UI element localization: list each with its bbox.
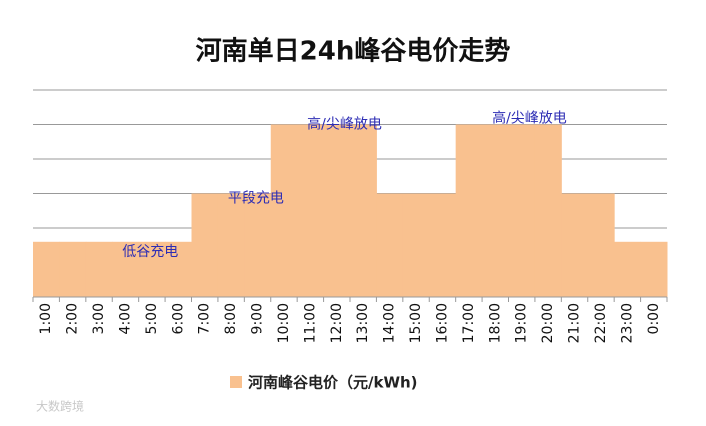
legend-swatch: [230, 376, 242, 388]
bar: [138, 241, 166, 297]
x-tick-label: 22:00: [593, 303, 609, 343]
x-tick-label: 4:00: [117, 303, 133, 334]
bar: [244, 193, 272, 297]
x-tick-label: 19:00: [514, 303, 530, 343]
annotation: 平段充电: [228, 191, 284, 207]
x-tick-label: 18:00: [487, 303, 503, 343]
bar: [270, 124, 298, 297]
chart-title: 河南单日24h峰谷电价走势: [196, 37, 511, 67]
bar: [165, 241, 192, 297]
x-tick-label: 1:00: [38, 303, 54, 334]
x-tick-label: 23:00: [619, 303, 635, 343]
x-tick-label: 11:00: [302, 303, 318, 343]
x-tick-label: 13:00: [355, 303, 371, 343]
bar: [561, 193, 589, 297]
x-tick-label: 15:00: [408, 303, 424, 343]
x-tick-label: 7:00: [197, 303, 213, 334]
bar: [33, 241, 60, 297]
annotation: 高/尖峰放电: [492, 110, 567, 127]
x-tick-label: 8:00: [223, 303, 239, 334]
legend-label: 河南峰谷电价（元/kWh): [248, 374, 418, 392]
x-tick-label: 9:00: [250, 303, 266, 334]
watermark: 大数跨境: [36, 399, 84, 414]
bar: [59, 241, 87, 297]
x-tick-label: 16:00: [434, 303, 450, 343]
bar: [191, 193, 219, 297]
bar: [455, 124, 483, 297]
bar: [402, 193, 430, 297]
x-tick-label: 14:00: [382, 303, 398, 343]
bar: [112, 241, 140, 297]
x-tick-label: 17:00: [461, 303, 477, 343]
x-tick-label: 2:00: [65, 303, 81, 334]
bar: [217, 193, 245, 297]
x-tick-label: 10:00: [276, 303, 292, 343]
bar: [85, 241, 113, 297]
bar: [323, 124, 351, 297]
bar: [429, 193, 457, 297]
annotation: 高/尖峰放电: [307, 116, 382, 133]
x-tick-label: 5:00: [144, 303, 160, 334]
bar: [482, 124, 509, 297]
bar: [534, 124, 562, 297]
x-tick-label: 12:00: [329, 303, 345, 343]
x-tick-label: 0:00: [646, 303, 662, 334]
annotation: 低谷充电: [122, 244, 178, 260]
x-tick-label: 21:00: [567, 303, 583, 343]
bar: [640, 241, 668, 297]
bar: [350, 124, 377, 297]
x-tick-label: 20:00: [540, 303, 556, 343]
bar: [297, 124, 325, 297]
x-tick-label: 3:00: [91, 303, 107, 334]
bar: [614, 241, 642, 297]
bar: [508, 124, 536, 297]
bar: [587, 193, 615, 297]
bar: [376, 193, 404, 297]
x-tick-label: 6:00: [170, 303, 186, 334]
